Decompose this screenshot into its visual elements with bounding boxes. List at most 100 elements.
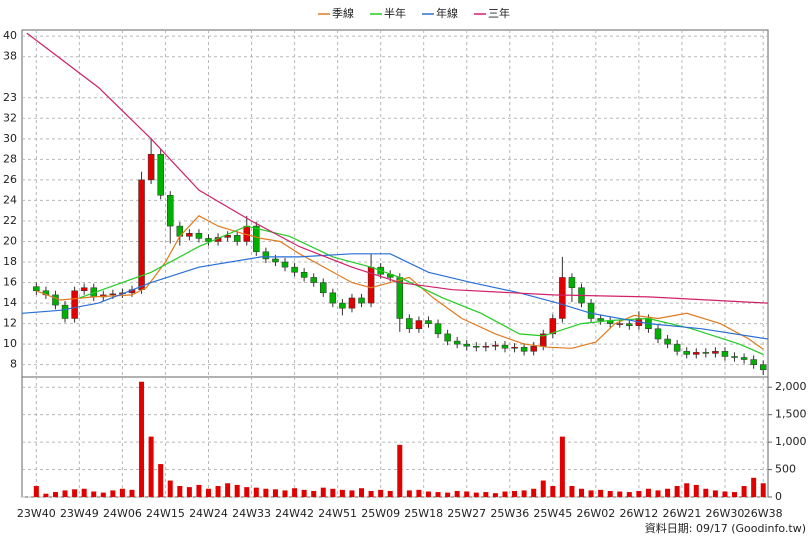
y-tick-label: 40 [3, 29, 17, 42]
volume-bar [43, 493, 49, 497]
volume-bar [531, 488, 537, 497]
candle-body [549, 318, 557, 335]
candle-body [348, 297, 356, 309]
candle-body [597, 318, 604, 321]
candle-body [262, 251, 270, 260]
candle-body [453, 340, 461, 345]
volume-bar [416, 489, 422, 497]
candle-body [616, 323, 624, 325]
volume-bar [320, 487, 326, 497]
x-tick-label: 25W27 [447, 507, 486, 520]
candle-body [33, 286, 40, 292]
volume-bar [263, 488, 269, 497]
candle-body [425, 320, 432, 324]
volume-bar [741, 486, 747, 497]
volume-bar [684, 483, 690, 497]
candle-body [253, 225, 260, 253]
candle-body [759, 364, 767, 371]
volume-bar [81, 488, 87, 497]
candle-body [406, 318, 413, 329]
y-tick-label: 38 [3, 50, 17, 63]
volume-bar [454, 490, 460, 497]
volume-tick-label: 1,000 [775, 435, 807, 448]
candle-body [61, 304, 69, 319]
volume-bar [292, 488, 298, 497]
volume-bar [378, 489, 384, 497]
y-tick-label: 16 [3, 276, 17, 289]
legend-label: 年線 [436, 6, 458, 20]
volume-bar [435, 492, 441, 497]
ma-line [79, 225, 764, 355]
volume-bar [253, 487, 259, 497]
candle-body [473, 345, 480, 348]
volume-bar [751, 477, 757, 497]
candle-body [482, 345, 490, 348]
y-tick-label: 30 [3, 132, 17, 145]
volume-bar [626, 492, 632, 497]
candle-body [664, 338, 671, 345]
y-tick-label: 18 [3, 255, 17, 268]
volume-bar [301, 489, 307, 497]
candle-body [520, 346, 528, 352]
volume-bar [473, 492, 479, 497]
candle-body [740, 357, 748, 360]
candle-body [224, 235, 231, 238]
candle-body [396, 277, 404, 319]
y-tick-label: 8 [10, 358, 17, 371]
footer: 資料日期: 09/17 (Goodinfo.tw) [645, 521, 806, 535]
y-tick-label: 10 [3, 337, 17, 350]
volume-bar [359, 488, 365, 497]
volume-bar [215, 486, 221, 497]
volume-bar [52, 492, 58, 497]
x-tick-label: 24W33 [232, 507, 271, 520]
volume-bar [579, 488, 584, 497]
candle-body [559, 277, 566, 319]
volume-bar [550, 486, 556, 497]
volume-bar [33, 486, 39, 497]
candle-body [530, 345, 537, 352]
x-tick-label: 23W49 [60, 507, 99, 520]
volume-bar [502, 491, 508, 497]
volume-bar [445, 492, 451, 497]
volume-bar [559, 436, 565, 497]
x-tick-label: 25W36 [490, 507, 529, 520]
volume-bar [598, 489, 604, 497]
x-tick-label: 24W15 [146, 507, 185, 520]
candle-body [750, 359, 757, 365]
price-panel [21, 29, 769, 378]
candle-body [721, 351, 729, 357]
volume-bar [244, 487, 250, 497]
volume-bar [483, 492, 489, 497]
volume-tick-label: 2,000 [775, 380, 807, 393]
volume-bar [100, 492, 106, 497]
candle-body [683, 351, 690, 355]
legend-label: 三年 [488, 6, 510, 20]
volume-bar [110, 490, 116, 497]
volume-bar [330, 488, 336, 497]
y-tick-label: 24 [3, 193, 17, 206]
candle-body [731, 356, 738, 358]
ma-line [36, 215, 764, 350]
volume-bar [693, 484, 699, 497]
candle-body [320, 282, 327, 294]
x-tick-label: 26W12 [619, 507, 658, 520]
volume-bar [760, 483, 766, 497]
candle-body [444, 333, 451, 342]
volume-bar [674, 486, 680, 497]
volume-bar [234, 484, 240, 497]
volume-bar [636, 490, 642, 497]
volume-bar [206, 488, 211, 497]
candle-body [415, 320, 423, 329]
x-tick-label: 26W38 [744, 507, 783, 520]
volume-bar [425, 491, 431, 497]
legend-label: 半年 [384, 6, 406, 20]
volume-bar [492, 493, 498, 497]
x-tick-label: 24W24 [189, 507, 228, 520]
volume-bar [282, 490, 288, 497]
y-tick-label: 14 [3, 296, 17, 309]
volume-bar [272, 489, 278, 497]
volume-tick-label: 500 [775, 463, 796, 476]
y-tick-label: 20 [3, 234, 17, 247]
volume-bar [62, 490, 68, 497]
volume-bar [607, 490, 613, 497]
